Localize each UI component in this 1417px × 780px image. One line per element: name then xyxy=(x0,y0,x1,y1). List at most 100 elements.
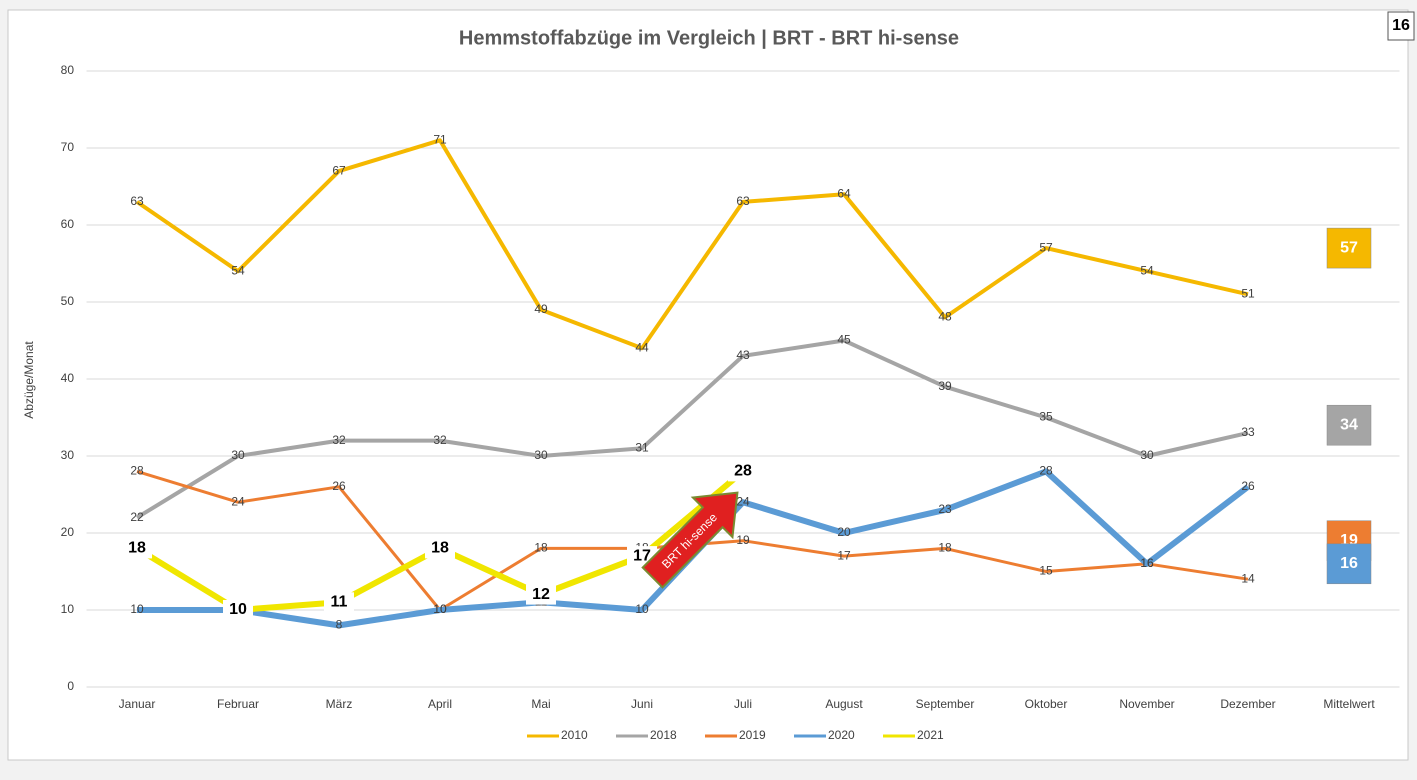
legend-label: 2021 xyxy=(917,728,944,742)
y-tick-label: 50 xyxy=(61,294,75,308)
label-background xyxy=(526,584,556,605)
legend-label: 2010 xyxy=(561,728,588,742)
y-tick-label: 10 xyxy=(61,602,75,616)
data-label: 20 xyxy=(837,525,851,539)
x-tick-label: September xyxy=(916,697,975,711)
data-label: 39 xyxy=(938,379,952,393)
label-background xyxy=(122,538,152,559)
data-label: 54 xyxy=(231,263,245,277)
corner-label: 16 xyxy=(1392,17,1410,34)
x-tick-label: November xyxy=(1119,697,1174,711)
mean-marker xyxy=(1326,404,1372,446)
data-label: 35 xyxy=(1039,410,1053,424)
y-tick-label: 0 xyxy=(67,679,74,693)
x-tick-label: Mittelwert xyxy=(1323,697,1375,711)
series-line xyxy=(135,138,1249,351)
data-label: 31 xyxy=(635,440,649,454)
label-background xyxy=(324,592,354,613)
data-label: 28 xyxy=(1039,464,1053,478)
x-tick-label: Juni xyxy=(631,697,653,711)
chart-title: Hemmstoffabzüge im Vergleich | BRT - BRT… xyxy=(459,27,959,49)
y-tick-label: 30 xyxy=(61,448,75,462)
data-label: 19 xyxy=(736,533,750,547)
data-label: 43 xyxy=(736,348,750,362)
data-label: 30 xyxy=(534,448,548,462)
x-tick-label: Mai xyxy=(531,697,550,711)
data-label: 32 xyxy=(332,433,346,447)
label-background xyxy=(425,538,455,559)
x-tick-label: Dezember xyxy=(1220,697,1275,711)
data-label: 51 xyxy=(1241,286,1255,300)
x-tick-label: Februar xyxy=(217,697,259,711)
data-label: 24 xyxy=(736,494,750,508)
y-tick-label: 70 xyxy=(61,140,75,154)
x-tick-label: April xyxy=(428,697,452,711)
series-line xyxy=(135,338,1249,520)
data-label: 32 xyxy=(433,433,447,447)
data-label: 44 xyxy=(635,340,649,354)
mean-marker xyxy=(1326,227,1372,269)
data-label: 28 xyxy=(734,463,752,480)
x-tick-label: August xyxy=(825,697,863,711)
data-label: 30 xyxy=(231,448,245,462)
data-label: 10 xyxy=(433,602,447,616)
data-label: 67 xyxy=(332,163,346,177)
y-tick-label: 80 xyxy=(61,63,75,77)
data-label: 17 xyxy=(837,548,851,562)
data-label: 15 xyxy=(1039,564,1053,578)
data-label: 30 xyxy=(1140,448,1154,462)
chart-frame xyxy=(7,9,1409,761)
data-label: 10 xyxy=(229,601,247,618)
data-label: 12 xyxy=(532,586,550,603)
y-axis-label: Abzüge/Monat xyxy=(22,341,36,419)
data-label: 63 xyxy=(736,194,750,208)
x-tick-label: Juli xyxy=(734,697,752,711)
data-label: 18 xyxy=(938,541,952,555)
data-label: 23 xyxy=(938,502,952,516)
legend-label: 2020 xyxy=(828,728,855,742)
label-background xyxy=(728,461,758,482)
data-label: 22 xyxy=(130,510,144,524)
data-label: 49 xyxy=(534,302,548,316)
data-label: 17 xyxy=(633,547,651,564)
y-tick-label: 60 xyxy=(61,217,75,231)
data-label: 64 xyxy=(837,186,851,200)
data-label: 14 xyxy=(1241,571,1255,585)
data-label: 16 xyxy=(1140,556,1154,570)
y-tick-label: 40 xyxy=(61,371,75,385)
arrow-shape xyxy=(641,491,739,589)
data-label: 8 xyxy=(336,618,343,632)
data-label: 18 xyxy=(128,540,146,557)
x-tick-label: Oktober xyxy=(1025,697,1068,711)
data-label: 45 xyxy=(837,333,851,347)
data-label: 11 xyxy=(331,594,348,611)
data-label: 48 xyxy=(938,310,952,324)
data-label: 10 xyxy=(433,602,447,616)
mean-label: 16 xyxy=(1340,555,1358,572)
legend-label: 2019 xyxy=(739,728,766,742)
mean-label: 57 xyxy=(1340,239,1358,256)
x-tick-label: Januar xyxy=(119,697,156,711)
label-background xyxy=(223,600,253,620)
data-label: 18 xyxy=(431,540,449,557)
data-label: 26 xyxy=(1241,479,1255,493)
data-label: 33 xyxy=(1241,425,1255,439)
corner-box xyxy=(1387,11,1415,41)
data-label: 26 xyxy=(332,479,346,493)
data-label: 54 xyxy=(1140,263,1154,277)
data-label: 10 xyxy=(635,602,649,616)
data-label: 71 xyxy=(433,132,447,146)
x-tick-label: März xyxy=(326,697,353,711)
y-tick-label: 20 xyxy=(61,525,75,539)
data-label: 24 xyxy=(231,494,245,508)
mean-marker xyxy=(1326,543,1372,585)
mean-label: 34 xyxy=(1340,416,1358,433)
data-label: 57 xyxy=(1039,240,1053,254)
data-label: 10 xyxy=(130,602,144,616)
data-label: 63 xyxy=(130,194,144,208)
data-label: 16 xyxy=(1140,556,1154,570)
legend-label: 2018 xyxy=(650,728,677,742)
data-label: 18 xyxy=(534,541,548,555)
data-label: 28 xyxy=(130,464,144,478)
